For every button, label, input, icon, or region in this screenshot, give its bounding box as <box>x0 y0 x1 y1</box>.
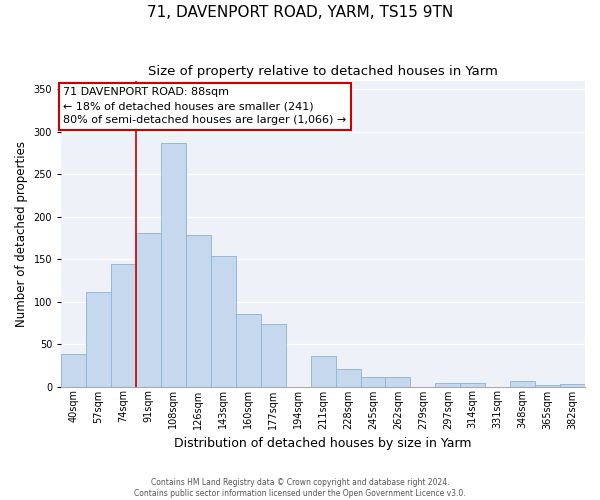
Bar <box>560 384 585 386</box>
Bar <box>311 356 335 386</box>
Bar <box>335 368 361 386</box>
Bar <box>186 235 211 386</box>
Bar <box>261 324 286 386</box>
Bar <box>510 382 535 386</box>
Bar <box>460 383 485 386</box>
Bar <box>161 144 186 386</box>
Text: Contains HM Land Registry data © Crown copyright and database right 2024.
Contai: Contains HM Land Registry data © Crown c… <box>134 478 466 498</box>
Bar <box>385 377 410 386</box>
Title: Size of property relative to detached houses in Yarm: Size of property relative to detached ho… <box>148 65 498 78</box>
X-axis label: Distribution of detached houses by size in Yarm: Distribution of detached houses by size … <box>175 437 472 450</box>
Bar <box>211 256 236 386</box>
Bar <box>61 354 86 386</box>
Bar <box>111 264 136 386</box>
Bar <box>361 377 385 386</box>
Bar <box>86 292 111 386</box>
Text: 71, DAVENPORT ROAD, YARM, TS15 9TN: 71, DAVENPORT ROAD, YARM, TS15 9TN <box>147 5 453 20</box>
Bar <box>236 314 261 386</box>
Bar <box>535 385 560 386</box>
Bar <box>436 383 460 386</box>
Y-axis label: Number of detached properties: Number of detached properties <box>15 140 28 326</box>
Text: 71 DAVENPORT ROAD: 88sqm
← 18% of detached houses are smaller (241)
80% of semi-: 71 DAVENPORT ROAD: 88sqm ← 18% of detach… <box>63 88 346 126</box>
Bar <box>136 232 161 386</box>
